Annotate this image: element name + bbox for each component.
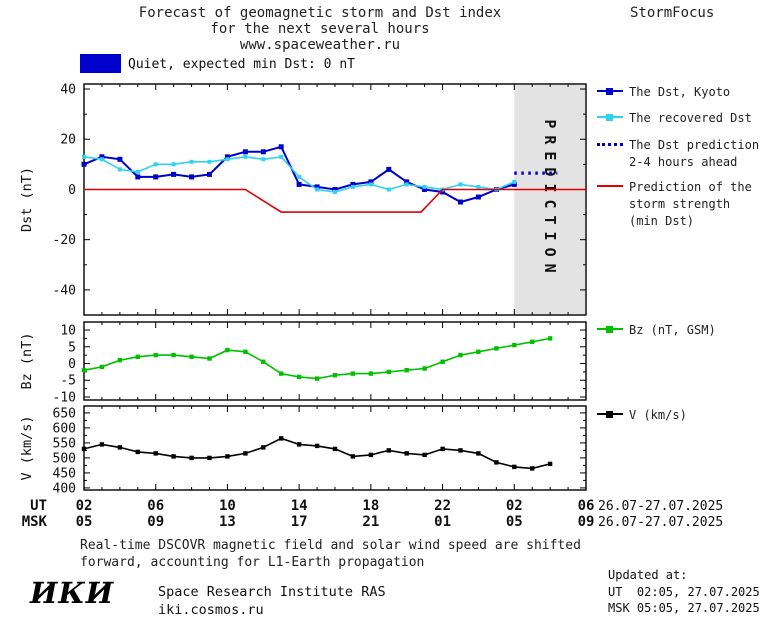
status-label: Quiet, expected min Dst: 0 nT xyxy=(128,57,355,72)
msk-tick-label: 05 xyxy=(506,514,523,530)
ut-tick-label: 06 xyxy=(147,498,164,514)
msk-row-label: MSK xyxy=(22,514,48,530)
panel-frame xyxy=(83,83,587,316)
footer-note-line2: forward, accounting for L1-Earth propaga… xyxy=(80,555,425,570)
y-tick-label: -5 xyxy=(60,374,76,389)
legend-item-bz: Bz (nT, GSM) xyxy=(597,322,716,339)
msk-tick-label: 17 xyxy=(291,514,308,530)
legend-label: The recovered Dst xyxy=(629,111,752,125)
ut-tick-label: 22 xyxy=(434,498,451,514)
brand-stormfocus: StormFocus xyxy=(630,5,715,21)
y-tick-label: 500 xyxy=(53,451,76,466)
institute-site: iki.cosmos.ru xyxy=(158,602,264,618)
y-tick-label: 0 xyxy=(68,357,76,372)
legend-item-recovered-dst: The recovered Dst xyxy=(597,110,752,127)
msk-date-range: 26.07-27.07.2025 xyxy=(598,515,723,530)
footer-note-line1: Real-time DSCOVR magnetic field and sola… xyxy=(80,538,581,553)
ut-tick-label: 06 xyxy=(578,498,595,514)
msk-tick-label: 01 xyxy=(434,514,451,530)
legend-label: Prediction of the xyxy=(629,180,752,194)
legend-item-storm-strength: Prediction of the storm strength (min Ds… xyxy=(597,179,752,230)
y-tick-label: 20 xyxy=(60,133,76,148)
legend-item-dst-prediction: The Dst prediction 2-4 hours ahead xyxy=(597,137,759,171)
legend-label: V (km/s) xyxy=(629,408,687,422)
ut-tick-label: 02 xyxy=(76,498,93,514)
recovered-dst-swatch-icon xyxy=(597,111,623,125)
bz-swatch-icon xyxy=(597,323,623,337)
ut-row-label: UT xyxy=(30,498,47,514)
y-axis-label: V (km/s) xyxy=(19,415,35,480)
dst-kyoto-swatch-icon xyxy=(597,85,623,99)
y-tick-label: 0 xyxy=(68,183,76,198)
y-tick-label: -10 xyxy=(53,390,76,405)
institute-name: Space Research Institute RAS xyxy=(158,584,386,600)
panel-bz: 105 0 -5-10 Bz (nT) xyxy=(19,321,587,406)
ut-date-range: 26.07-27.07.2025 xyxy=(598,499,723,514)
y-tick-label: 400 xyxy=(53,481,76,496)
legend-label: 2-4 hours ahead xyxy=(629,155,738,169)
dst-prediction-swatch-icon xyxy=(597,138,623,152)
title-line-2: for the next several hours xyxy=(210,21,430,37)
page-title: Forecast of geomagnetic storm and Dst in… xyxy=(60,5,580,53)
y-tick-labels: 40 20 0 -20 -40 xyxy=(53,83,76,299)
y-tick-labels: 105 0 -5-10 xyxy=(53,324,76,406)
y-tick-label: -40 xyxy=(53,283,76,298)
y-tick-label: 450 xyxy=(53,466,76,481)
y-axis-label: Bz (nT) xyxy=(19,333,35,390)
series-bz-markers xyxy=(81,336,553,381)
prediction-band-label: PREDICTION xyxy=(541,119,559,279)
legend-item-dst-kyoto: The Dst, Kyoto xyxy=(597,84,730,101)
panel-frame xyxy=(83,321,587,401)
title-url: www.spaceweather.ru xyxy=(239,37,401,53)
legend-label: storm strength xyxy=(629,197,731,211)
iki-logo: ИКИ xyxy=(30,576,115,610)
title-line-1: Forecast of geomagnetic storm and Dst in… xyxy=(138,5,502,21)
ut-tick-label: 10 xyxy=(219,498,236,514)
y-tick-label: 40 xyxy=(60,83,76,98)
y-tick-label: -20 xyxy=(53,233,76,248)
updated-ut: UT 02:05, 27.07.2025 xyxy=(608,585,760,599)
storm-strength-swatch-icon xyxy=(597,180,623,194)
updated-label: Updated at: xyxy=(608,568,688,582)
y-tick-label: 650 xyxy=(53,406,76,421)
msk-tick-label: 05 xyxy=(76,514,93,530)
legend-label: Bz (nT, GSM) xyxy=(629,323,716,337)
msk-tick-label: 09 xyxy=(578,514,595,530)
updated-msk: MSK 05:05, 27.07.2025 xyxy=(608,601,760,615)
legend-label: The Dst, Kyoto xyxy=(629,85,731,99)
y-tick-label: 600 xyxy=(53,421,76,436)
legend-item-v: V (km/s) xyxy=(597,407,687,424)
v-swatch-icon xyxy=(597,408,623,422)
y-tick-label: 550 xyxy=(53,436,76,451)
ut-tick-label: 14 xyxy=(291,498,308,514)
ut-tick-label: 18 xyxy=(362,498,379,514)
msk-tick-label: 21 xyxy=(362,514,379,530)
prediction-band xyxy=(514,85,585,314)
x-axis-labels: UTMSK0205060910131417182122010205060926.… xyxy=(22,498,724,530)
y-axis-label: Dst (nT) xyxy=(19,167,35,232)
y-tick-label: 10 xyxy=(60,324,76,339)
msk-tick-label: 09 xyxy=(147,514,164,530)
status-color-swatch xyxy=(80,54,121,73)
legend-label: (min Dst) xyxy=(629,214,695,228)
legend-label: The Dst prediction xyxy=(629,138,760,152)
series-recovered-dst-markers xyxy=(82,154,517,194)
series-storm-strength xyxy=(84,188,586,213)
y-tick-label: 5 xyxy=(68,340,76,355)
ut-tick-label: 02 xyxy=(506,498,523,514)
series-v-markers xyxy=(81,436,553,471)
msk-tick-label: 13 xyxy=(219,514,236,530)
panel-dst: PREDICTION 40 20 0 -20 -40 Dst (nT) xyxy=(19,83,587,316)
